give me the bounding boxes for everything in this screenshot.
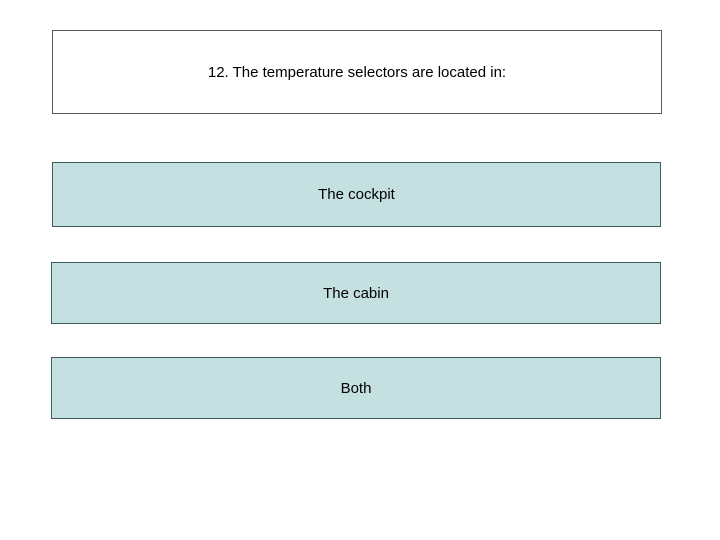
answer-option-2[interactable]: The cabin (51, 262, 661, 324)
question-text: 12. The temperature selectors are locate… (208, 64, 506, 81)
answer-text-3: Both (341, 380, 372, 397)
answer-text-1: The cockpit (318, 186, 395, 203)
answer-option-1[interactable]: The cockpit (52, 162, 661, 227)
answer-option-3[interactable]: Both (51, 357, 661, 419)
answer-text-2: The cabin (323, 285, 389, 302)
question-box: 12. The temperature selectors are locate… (52, 30, 662, 114)
